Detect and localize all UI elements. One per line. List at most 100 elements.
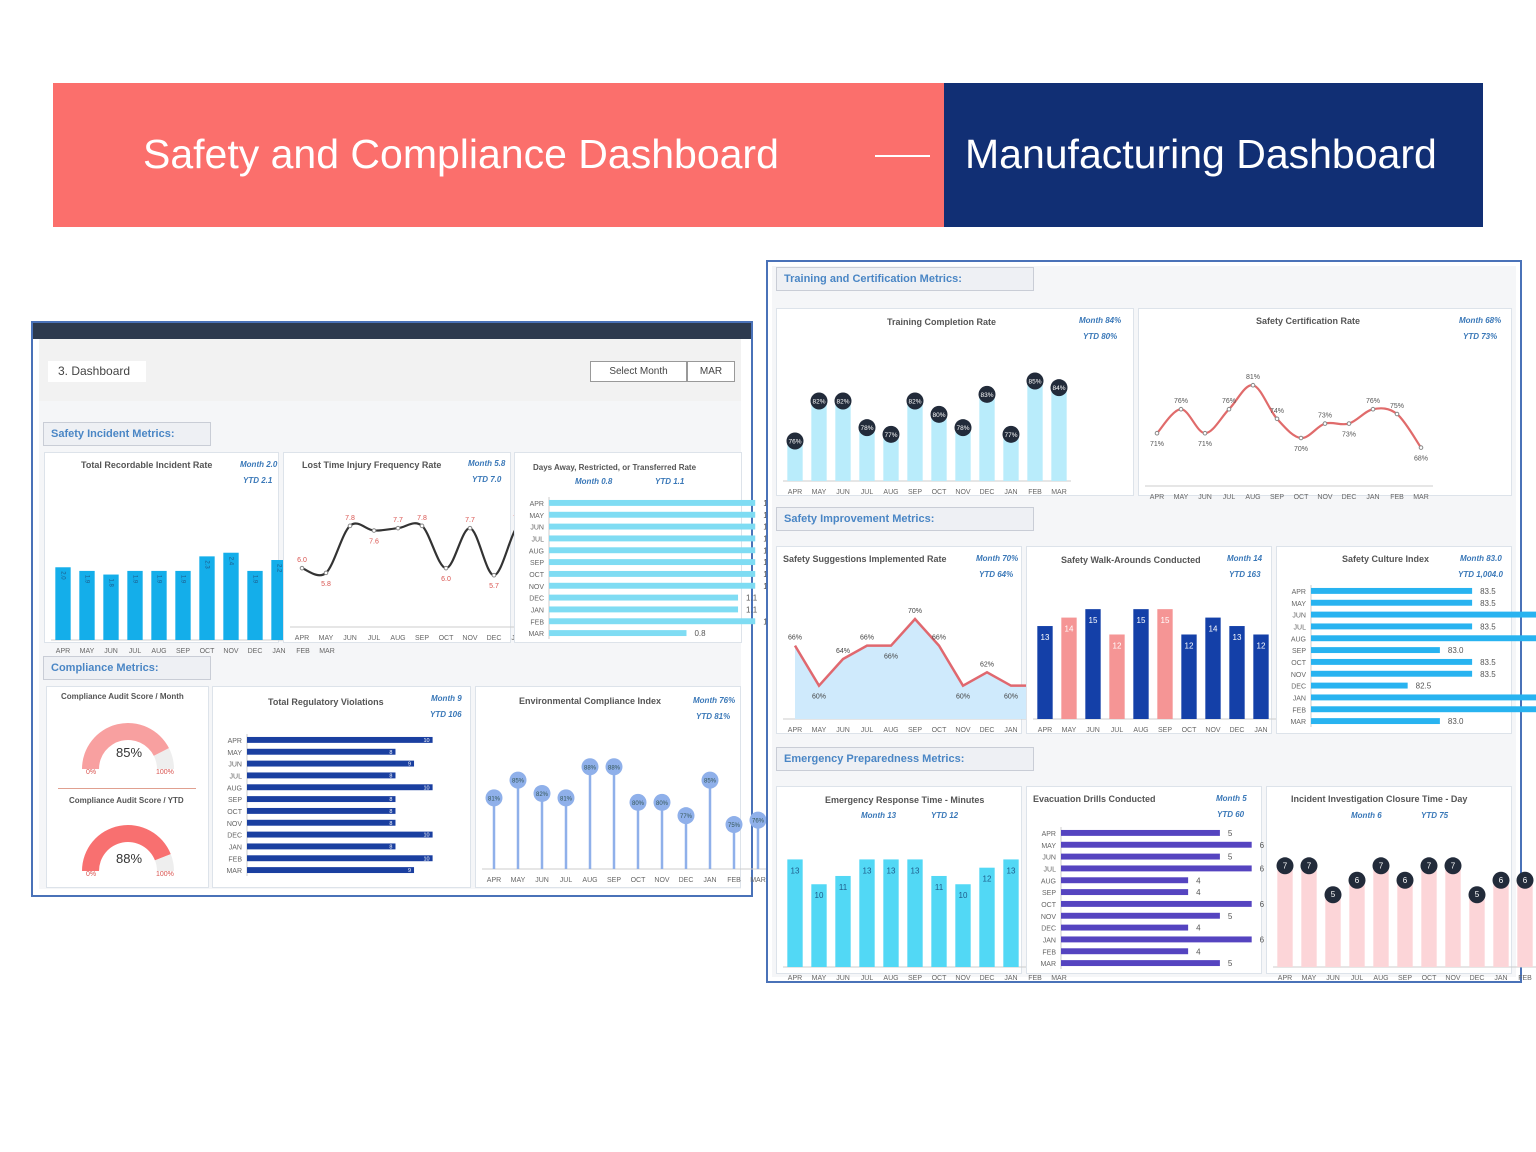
category-label: NOV <box>529 584 545 591</box>
data-marker <box>605 758 623 776</box>
month-value: Month 6 <box>1351 811 1382 820</box>
category-label: FEB <box>1292 707 1306 714</box>
right-dashboard-screenshot: Training and Certification Metrics: Safe… <box>766 260 1536 983</box>
category-label: SEP <box>1042 890 1056 897</box>
ytd-value: YTD 12 <box>931 811 959 820</box>
dart-chart: APR1.2MAY1.2JUN1.2JUL1.2AUG1.2SEP1.2OCT1… <box>528 497 775 639</box>
data-bubble <box>1324 886 1342 904</box>
bar <box>1061 960 1220 967</box>
x-tick-label: OCT <box>439 635 455 642</box>
suggestions-chart: APRMAYJUNJULAUGSEPOCTNOVDECJANFEBMAR66%6… <box>783 608 1071 734</box>
ytd-value: YTD 81% <box>696 712 731 721</box>
x-tick-label: OCT <box>932 975 948 982</box>
x-tick-label: MAY <box>1174 494 1189 501</box>
bar <box>1229 626 1245 719</box>
data-point <box>1202 430 1208 436</box>
x-tick-label: MAR <box>1051 975 1067 982</box>
data-point <box>1346 421 1352 426</box>
bar <box>1325 894 1341 967</box>
data-label: 82% <box>812 399 825 406</box>
data-label: 10 <box>423 738 429 744</box>
x-tick-label: NOV <box>223 648 239 655</box>
data-label: 83% <box>980 392 993 399</box>
bar <box>1027 381 1043 481</box>
bar <box>1469 894 1485 967</box>
bar <box>103 574 119 640</box>
x-tick-label: AUG <box>151 648 166 655</box>
data-label: 81% <box>560 796 573 802</box>
data-point <box>1250 382 1256 388</box>
data-label: 82% <box>836 399 849 406</box>
bar <box>1051 387 1067 481</box>
category-label: FEB <box>530 619 544 626</box>
bar <box>1445 865 1461 967</box>
gauge-max: 100% <box>156 769 174 776</box>
bar <box>549 499 756 506</box>
bar <box>247 843 396 850</box>
bar <box>1517 880 1533 967</box>
x-tick-label: SEP <box>415 635 429 642</box>
x-tick-label: NOV <box>462 635 478 642</box>
data-label: 1.9 <box>83 575 89 584</box>
data-label: 68% <box>1414 456 1428 463</box>
data-label: 70% <box>908 608 922 615</box>
data-bubble <box>882 425 900 443</box>
data-label: 15 <box>1137 616 1146 625</box>
data-label: 78% <box>860 425 873 432</box>
x-tick-label: MAR <box>319 648 335 655</box>
category-label: OCT <box>1291 660 1307 667</box>
data-label: 82% <box>536 792 549 798</box>
data-label: 81% <box>1246 374 1260 381</box>
x-tick-label: NOV <box>1205 727 1221 734</box>
response-card: Emergency Response Time - Minutes Month … <box>776 786 1071 982</box>
data-point <box>1298 435 1304 441</box>
data-label: 73% <box>1318 413 1332 420</box>
bar <box>835 875 851 967</box>
data-label: 80% <box>632 801 645 807</box>
category-label: JUL <box>1044 866 1057 873</box>
data-label: 60% <box>812 694 826 701</box>
month-dropdown[interactable]: MAR <box>687 361 735 382</box>
bar <box>1133 609 1149 719</box>
x-tick-label: APR <box>788 727 802 734</box>
x-tick-label: OCT <box>631 877 647 884</box>
select-month-button[interactable]: Select Month <box>590 361 687 382</box>
x-tick-label: JUN <box>104 648 118 655</box>
data-label: 83.0 <box>1448 646 1464 655</box>
data-label: 12 <box>1185 641 1194 650</box>
data-label: 84% <box>1052 385 1065 392</box>
bar <box>1205 617 1221 719</box>
violations-chart: APR 10 MAY 8 JUN 9 JUL 8 AUG 10 SEP 8 OCT 8 NOV 8 DEC 10 J… <box>226 734 433 876</box>
bar <box>247 772 396 779</box>
violations-card: Total Regulatory Violations Month 9 YTD … <box>212 686 471 888</box>
category-label: JUN <box>1292 613 1306 620</box>
data-label: 6 <box>1260 864 1265 873</box>
data-label: 85% <box>512 779 525 785</box>
bar <box>199 556 215 640</box>
data-label: 5 <box>1331 890 1336 899</box>
data-marker <box>653 793 671 811</box>
x-tick-label: JUN <box>836 489 850 496</box>
bar <box>1061 877 1189 884</box>
chart-title: Environmental Compliance Index <box>519 696 662 706</box>
bar <box>271 560 287 640</box>
data-label: 60% <box>1004 694 1018 701</box>
data-label: 5 <box>1228 853 1233 862</box>
data-label: 8 <box>389 809 392 815</box>
x-tick-label: NOV <box>955 489 971 496</box>
x-tick-label: APR <box>1278 975 1292 982</box>
bar <box>787 441 803 481</box>
gauge-fill <box>82 723 169 769</box>
bar <box>1061 912 1220 919</box>
bar <box>979 867 995 967</box>
bar <box>223 552 239 640</box>
data-label: 5 <box>1228 829 1233 838</box>
data-label: 6 <box>1499 876 1504 885</box>
ytd-value: YTD 163 <box>1229 570 1261 579</box>
bar <box>931 875 947 967</box>
data-label: 75% <box>728 823 741 829</box>
data-label: 15 <box>1161 616 1170 625</box>
data-label: 83.5 <box>1480 622 1496 631</box>
data-label: 4 <box>1196 876 1201 885</box>
x-tick-label: JUN <box>535 877 549 884</box>
